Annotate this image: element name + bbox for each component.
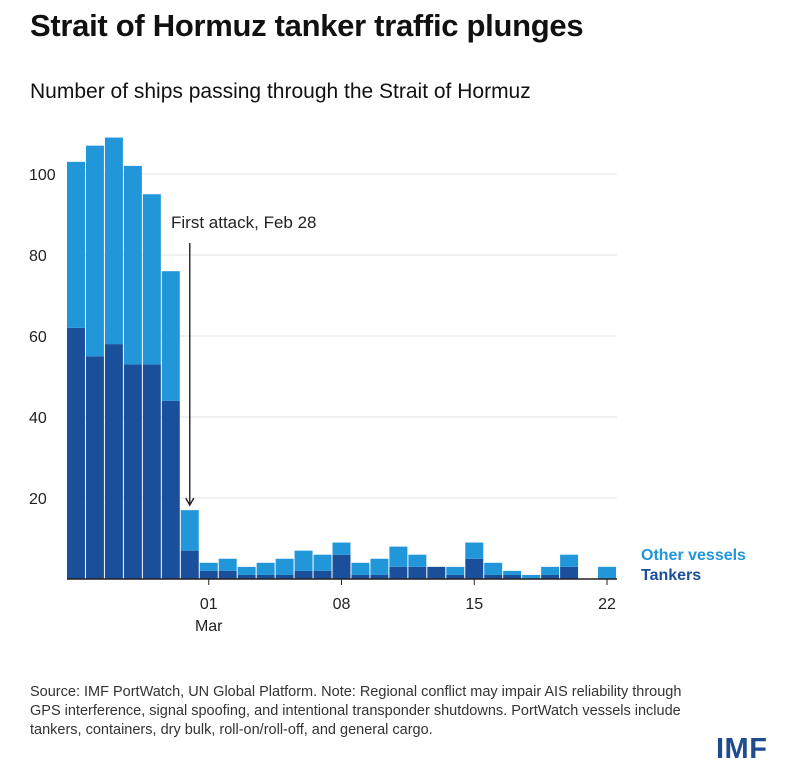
annotation-arrow-head xyxy=(185,497,195,507)
annotation-label: First attack, Feb 28 xyxy=(171,213,317,232)
bar-other-21 xyxy=(465,542,484,559)
stacked-bar-chart: 20 40 60 80 100 01 Mar 08 15 22 First attack, Fe… xyxy=(29,137,746,635)
bar-other-4 xyxy=(142,194,161,365)
bar-other-17 xyxy=(389,546,408,567)
bar-tankers-8 xyxy=(218,570,237,579)
bars xyxy=(67,137,616,579)
bar-other-13 xyxy=(313,554,332,571)
bar-other-6 xyxy=(180,510,199,551)
bar-tankers-6 xyxy=(180,550,199,579)
bar-tankers-12 xyxy=(294,570,313,579)
bar-other-23 xyxy=(503,570,522,575)
y-tick-label-80: 80 xyxy=(29,248,47,265)
x-tick-label-15: 15 xyxy=(465,596,483,613)
imf-logo: IMF xyxy=(716,733,768,765)
bar-other-22 xyxy=(484,562,503,575)
chart-title: Strait of Hormuz tanker traffic plunges xyxy=(30,8,584,43)
x-tick-sublabel-month: Mar xyxy=(195,618,223,635)
y-tick-label-60: 60 xyxy=(29,329,47,346)
bar-tankers-15 xyxy=(351,574,370,579)
bar-other-18 xyxy=(408,554,427,567)
x-tick-label-01: 01 xyxy=(200,596,218,613)
bar-tankers-7 xyxy=(199,570,218,579)
y-tick-label-20: 20 xyxy=(29,491,47,508)
bar-other-5 xyxy=(161,271,180,401)
x-axis: 01 Mar 08 15 22 xyxy=(67,578,617,635)
bar-other-7 xyxy=(199,562,218,571)
bar-other-25 xyxy=(541,566,560,575)
bar-tankers-5 xyxy=(161,400,180,579)
bar-other-10 xyxy=(256,562,275,575)
bar-other-2 xyxy=(104,137,123,345)
bar-other-26 xyxy=(560,554,579,567)
bar-other-3 xyxy=(123,165,142,365)
bar-other-11 xyxy=(275,558,294,575)
x-tick-label-08: 08 xyxy=(333,596,351,613)
y-tick-label-100: 100 xyxy=(29,167,56,184)
bar-tankers-20 xyxy=(446,574,465,579)
bar-tankers-0 xyxy=(67,327,85,579)
legend-entry-other-vessels: Other vessels xyxy=(641,547,746,564)
bar-tankers-19 xyxy=(427,566,446,579)
bar-other-0 xyxy=(67,161,85,328)
bar-other-9 xyxy=(237,566,256,575)
bar-other-16 xyxy=(370,558,389,575)
legend: Other vessels Tankers xyxy=(641,547,746,584)
bar-other-8 xyxy=(218,558,237,571)
bar-tankers-26 xyxy=(560,566,579,579)
bar-tankers-2 xyxy=(104,344,123,579)
bar-tankers-25 xyxy=(541,574,560,579)
source-note: Source: IMF PortWatch, UN Global Platfor… xyxy=(30,684,682,738)
bar-other-24 xyxy=(522,574,541,579)
bar-tankers-4 xyxy=(142,364,161,579)
bar-tankers-3 xyxy=(123,364,142,579)
y-axis: 20 40 60 80 100 xyxy=(29,167,56,508)
bar-other-12 xyxy=(294,550,313,571)
x-tick-label-22: 22 xyxy=(598,596,616,613)
chart-subtitle: Number of ships passing through the Stra… xyxy=(30,80,531,103)
bar-tankers-1 xyxy=(85,356,104,579)
bar-tankers-16 xyxy=(370,574,389,579)
bar-other-20 xyxy=(446,566,465,575)
bar-tankers-9 xyxy=(237,574,256,579)
bar-tankers-14 xyxy=(332,554,351,579)
bar-tankers-21 xyxy=(465,558,484,579)
bar-other-14 xyxy=(332,542,351,555)
bar-tankers-18 xyxy=(408,566,427,579)
bar-tankers-23 xyxy=(503,574,522,579)
bar-tankers-13 xyxy=(313,570,332,579)
bar-tankers-17 xyxy=(389,566,408,579)
bar-tankers-22 xyxy=(484,574,503,579)
annotation: First attack, Feb 28 xyxy=(171,213,317,507)
y-tick-label-40: 40 xyxy=(29,410,47,427)
bar-tankers-11 xyxy=(275,574,294,579)
bar-other-1 xyxy=(85,145,104,357)
bar-other-28 xyxy=(598,566,616,579)
bar-tankers-10 xyxy=(256,574,275,579)
legend-entry-tankers: Tankers xyxy=(641,567,701,584)
bar-other-15 xyxy=(351,562,370,575)
